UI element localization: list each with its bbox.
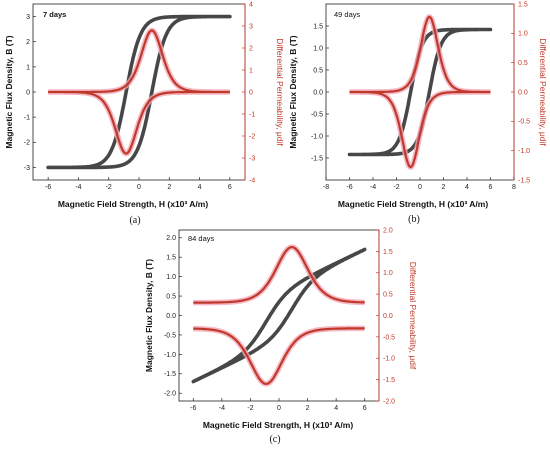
bh-loop-series [347,27,493,157]
permeability-series-halo [191,244,367,387]
y2-tick-label: 0 [249,89,253,96]
y2-tick-label: 1.0 [383,270,393,277]
y-tick-label: -1.5 [164,371,176,378]
permeability-series [349,15,491,169]
y-tick-label: 2.0 [166,235,176,242]
y2-axis-label: Differential Permeability, μdif [275,38,285,146]
y2-tick-label: -1.5 [518,177,530,184]
y2-tick-label: -0.5 [518,119,530,126]
panel-caption: (a) [129,215,140,226]
y2-tick-label: -3 [249,155,255,162]
y-tick-label: 0.0 [166,313,176,320]
panel-label: 7 days [43,10,66,19]
y2-tick-label: -4 [249,177,255,184]
x-tick-label: -4 [370,184,376,191]
y-tick-label: -1.0 [164,352,176,359]
y-tick-label: 1.0 [313,45,323,52]
y2-tick-label: 1.5 [518,1,528,8]
y-tick-label: 3 [26,14,30,21]
y-tick-label: -2.0 [164,391,176,398]
y-tick-label: 0.5 [313,67,323,74]
y-tick-label: -1.5 [311,155,323,162]
y2-tick-label: 1 [249,67,253,74]
y2-tick-label: 2 [249,45,253,52]
x-tick-label: 6 [489,184,493,191]
y2-tick-label: -1.5 [383,377,395,384]
chart-panel-2: -8 -6 -4 -2 0 2 4 6 8-1.5-1.0-0.50.00.51.01.5-1.… [288,1,548,225]
x-tick-label: -4 [219,405,225,412]
x-tick-label: -4 [75,184,81,191]
y2-axis-label: Differential Permeability, μdif [408,262,418,370]
y-tick-label: 1 [26,64,30,71]
panel-label: 84 days [188,234,215,243]
y2-tick-label: 4 [249,1,253,8]
x-tick-label: -2 [393,184,399,191]
x-axis-label: Magnetic Field Strength, H (x10³ A/m) [338,199,489,209]
x-tick-label: -6 [190,405,196,412]
y-tick-label: 0 [26,89,30,96]
panel-caption: (c) [269,434,280,445]
permeability-series [192,246,366,385]
y-tick-label: -3 [24,165,30,172]
y2-tick-label: -1.0 [383,356,395,363]
y2-tick-label: -2 [249,133,255,140]
y-tick-label: 1.5 [166,255,176,262]
chart-panel-3: -6 -4 -2 0 2 4 6 -2.0 -1.5 -1.0 -0.5 0.0 0.5 1.0 1.5 2.… [144,227,418,445]
y-tick-label: -0.5 [164,332,176,339]
y2-tick-label: 0.0 [518,89,528,96]
y2-tick-label: 0.5 [383,292,393,299]
x-tick-label: 0 [137,184,141,191]
panel-caption: (b) [408,214,420,225]
x-tick-label: -2 [106,184,112,191]
y-tick-label: -1 [24,115,30,122]
x-tick-label: 4 [465,184,469,191]
x-tick-label: 2 [442,184,446,191]
y-tick-label: -0.5 [311,111,323,118]
y-axis-label: Magnetic Flux Density, B (T) [288,35,298,148]
y-tick-label: 0.5 [166,293,176,300]
x-tick-label: -2 [247,405,253,412]
y2-tick-label: -1 [249,111,255,118]
chart-panel-1: -6 -4 -2 0 2 4 6 -3 -2 -1 0 1 2 3 -4 -3 -2 -1 0 1 2 3 4 7 days M… [4,1,285,226]
y-tick-label: 0.0 [313,89,323,96]
x-tick-label: 4 [198,184,202,191]
y-tick-label: 1.0 [166,274,176,281]
y-axis-label: Magnetic Flux Density, B (T) [144,259,154,372]
y-tick-label: -1.0 [311,133,323,140]
x-tick-label: 6 [363,405,367,412]
x-tick-label: 8 [512,184,516,191]
y-tick-label: 2 [26,39,30,46]
y2-axis-label: Differential Permeability, μdif [538,38,548,146]
y2-tick-label: 1.5 [383,249,393,256]
x-tick-label: 2 [306,405,310,412]
x-tick-label: 0 [418,184,422,191]
bh-loop-series [46,14,232,170]
y-tick-label: 1.5 [313,23,323,30]
y2-tick-label: 1.0 [518,31,528,38]
panel-label: 49 days [334,10,361,19]
x-tick-label: 0 [277,405,281,412]
y-axis-label: Magnetic Flux Density, B (T) [4,35,14,148]
x-axis-label: Magnetic Field Strength, H (x10³ A/m) [58,199,209,209]
x-tick-label: -6 [346,184,352,191]
y2-tick-label: 0.5 [518,60,528,67]
y2-tick-label: 0.0 [383,313,393,320]
y2-tick-label: 3 [249,23,253,30]
y2-tick-label: -2.0 [383,398,395,405]
bh-loop-series [191,247,367,384]
x-axis-label: Magnetic Field Strength, H (x10³ A/m) [203,420,354,430]
x-tick-label: 2 [167,184,171,191]
permeability-series [47,29,231,155]
y-tick-label: -2 [24,140,30,147]
y2-tick-label: -1.0 [518,148,530,155]
x-tick-label: -8 [323,184,329,191]
y2-tick-label: -0.5 [383,334,395,341]
y2-tick-label: 2.0 [383,227,393,234]
x-tick-label: 6 [228,184,232,191]
x-tick-label: -6 [45,184,51,191]
x-tick-label: 4 [334,405,338,412]
